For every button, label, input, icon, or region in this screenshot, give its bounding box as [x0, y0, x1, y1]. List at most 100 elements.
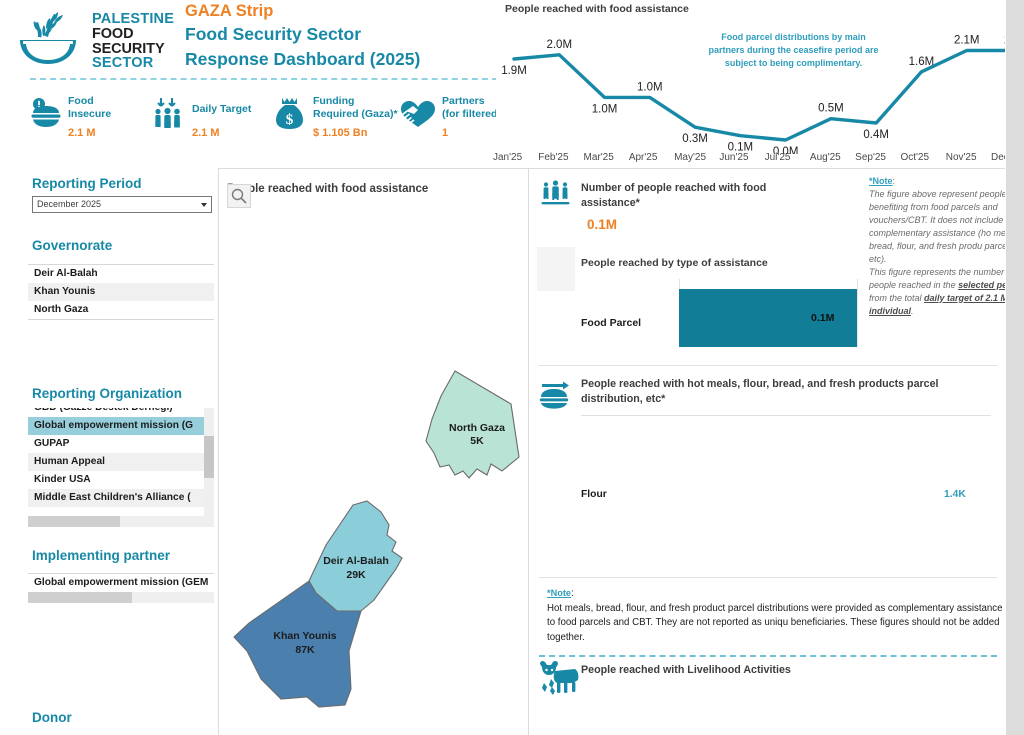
- note-body: Hot meals, bread, flour, and fresh produ…: [547, 602, 1003, 643]
- dashboard-header: PALESTINE FOOD SECURITY SECTOR GAZA Stri…: [0, 0, 512, 160]
- bar-value-label: 0.1M: [811, 312, 835, 324]
- dashed-divider: [539, 655, 997, 657]
- kpi-daily-target-value: 2.1 M: [192, 127, 220, 139]
- note-heading: *Note: [547, 588, 571, 598]
- list-item[interactable]: Middle East Children's Alliance (: [28, 489, 204, 507]
- line-chart-point-label: 1.9M: [501, 65, 527, 77]
- reporting-organization-list[interactable]: GBD (Gazze Destek Derneği) Global empowe…: [28, 408, 214, 527]
- hot-meal-bowl-icon: [539, 375, 575, 414]
- kpi-funding-required: $ Funding Required (Gaza)* $ 1.105 Bn: [245, 95, 398, 153]
- horizontal-scrollbar-thumb[interactable]: [28, 516, 120, 527]
- reporting-organization-scroll-area[interactable]: GBD (Gazze Destek Derneği) Global empowe…: [28, 408, 214, 516]
- x-axis-tick: Jan'25: [493, 152, 523, 163]
- list-item[interactable]: GUPAP: [34, 438, 70, 449]
- page-title: GAZA Strip Food Security Sector Response…: [185, 0, 420, 72]
- logo-line-1: PALESTINE: [92, 11, 175, 27]
- food-assistance-title: Number of people reached with food assis…: [581, 182, 767, 210]
- list-item[interactable]: Global empowerment mission (GEM: [34, 577, 209, 588]
- note-body-1: The figure above represent people benefi…: [869, 188, 1024, 264]
- list-item-selected[interactable]: Global empowerment mission (G: [28, 417, 204, 435]
- note-body-2: This figure represents the number of peo…: [869, 266, 1024, 318]
- svg-text:$: $: [286, 112, 294, 128]
- bar-food-parcel[interactable]: [679, 289, 857, 347]
- gaza-governorate-map[interactable]: North Gaza 5K Deir Al-Balah 29K Khan You…: [219, 349, 529, 729]
- implementing-partner-list[interactable]: Global empowerment mission (GEM: [28, 573, 214, 603]
- kpi-food-insecure: Food Insecure 2.1 M: [30, 95, 158, 153]
- hot-meals-title: People reached with hot meals, flour, br…: [581, 378, 939, 406]
- governorate-map-panel: People reached with food assistance Nort…: [218, 168, 528, 735]
- x-axis-tick: Sep'25: [855, 152, 886, 163]
- list-item[interactable]: North Gaza: [34, 304, 89, 315]
- kpi-funding-label: Funding Required (Gaza)*: [313, 95, 398, 121]
- note-body-2-end: .: [911, 305, 914, 316]
- list-item[interactable]: Human Appeal: [28, 453, 204, 471]
- search-magnifier-icon[interactable]: [227, 184, 251, 208]
- kpi-label-line1: Partners: [442, 95, 485, 107]
- x-axis-tick: Feb'25: [538, 152, 569, 163]
- list-item[interactable]: Kinder USA: [34, 474, 91, 485]
- section-divider: [539, 365, 997, 366]
- line-chart-point-label: 0.0M: [773, 146, 799, 154]
- people-group-icon: [539, 179, 579, 218]
- x-axis-tick: Oct'25: [900, 152, 930, 163]
- x-axis-tick: May'25: [674, 152, 707, 163]
- line-chart-point-label: 1.0M: [637, 81, 663, 93]
- line-chart-annotation: Food parcel distributions by main partne…: [708, 32, 879, 69]
- horizontal-scrollbar-thumb[interactable]: [28, 592, 132, 603]
- statistics-panel: Number of people reached with food assis…: [528, 168, 1024, 735]
- note-heading: *Note: [869, 176, 893, 186]
- horizontal-scrollbar-track[interactable]: [28, 516, 214, 527]
- vertical-scrollbar-thumb[interactable]: [204, 436, 214, 478]
- hot-meals-divider: [581, 415, 991, 416]
- governorate-list[interactable]: Deir Al-Balah Khan Younis North Gaza: [28, 264, 214, 320]
- filters-sidebar: Reporting Period December 2025 Governora…: [0, 168, 218, 735]
- implementing-partner-heading: Implementing partner: [32, 548, 171, 563]
- reporting-period-select[interactable]: December 2025: [32, 196, 212, 213]
- hot-meals-note: *Note: Hot meals, bread, flour, and fres…: [547, 587, 1009, 645]
- kpi-food-insecure-label: Food Insecure: [68, 95, 111, 121]
- line-chart-point-label: 1.6M: [909, 56, 935, 68]
- list-item[interactable]: Khan Younis: [28, 283, 214, 301]
- vertical-scrollbar-track[interactable]: [204, 408, 214, 516]
- kpi-partners-value: 1: [442, 127, 449, 139]
- list-item[interactable]: Deir Al-Balah: [34, 268, 98, 279]
- kpi-funding-value: $ 1.105 Bn: [313, 127, 368, 139]
- line-chart-point-label: 0.1M: [728, 142, 754, 154]
- page-vertical-scrollbar[interactable]: [1006, 0, 1024, 735]
- bar-category-label: Food Parcel: [581, 317, 642, 329]
- title-line-1: Food Security Sector: [185, 24, 362, 45]
- food-assistance-note: *Note: The figure above represent people…: [869, 175, 1024, 317]
- map-region-khan-younis[interactable]: [233, 580, 362, 708]
- daily-target-people-icon: [152, 97, 186, 131]
- map-region-value: 29K: [346, 569, 366, 581]
- livelihood-title: People reached with Livelihood Activitie…: [581, 664, 791, 676]
- map-title: People reached with food assistance: [227, 183, 429, 195]
- line-chart-point-label: 2.1M: [954, 35, 980, 47]
- reporting-organization-heading: Reporting Organization: [32, 386, 182, 401]
- map-region-north-gaza[interactable]: [425, 370, 520, 479]
- kpi-daily-target-label: Daily Target: [192, 103, 251, 116]
- x-axis-tick: Nov'25: [945, 152, 977, 163]
- map-region-label: Deir Al-Balah: [323, 555, 389, 567]
- line-chart-point-label: 0.5M: [818, 103, 844, 115]
- note-body-2-mid: from the total: [869, 292, 925, 303]
- horizontal-scrollbar-track[interactable]: [28, 592, 214, 603]
- kpi-strip: Food Insecure 2.1 M: [30, 95, 536, 155]
- partners-handshake-icon: [398, 97, 438, 131]
- map-region-label: Khan Younis: [273, 630, 336, 642]
- placeholder-block: [537, 247, 575, 291]
- title-line-2: Response Dashboard (2025): [185, 49, 421, 70]
- x-axis-tick: Apr'25: [628, 152, 658, 163]
- list-item[interactable]: GBD (Gazze Destek Derneği): [28, 408, 204, 417]
- line-chart-plot: 1.9M 2.0M 1.0M 1.0M 0.3M 0.1M 0.0M 0.5M 0.4M 1.6M…: [501, 35, 1020, 154]
- line-chart-point-label: 2.0M: [546, 39, 572, 51]
- map-region-label: North Gaza: [449, 422, 505, 434]
- governorate-heading: Governorate: [32, 238, 113, 253]
- x-axis-tick: Aug'25: [809, 152, 841, 163]
- assistance-type-subtitle: People reached by type of assistance: [581, 257, 768, 269]
- map-region-value: 87K: [295, 644, 315, 656]
- x-axis-tick: Mar'25: [583, 152, 614, 163]
- kpi-label-line2: Required (Gaza)*: [313, 108, 398, 121]
- chart-gridline: [857, 279, 858, 347]
- food-assistance-value: 0.1M: [587, 217, 618, 232]
